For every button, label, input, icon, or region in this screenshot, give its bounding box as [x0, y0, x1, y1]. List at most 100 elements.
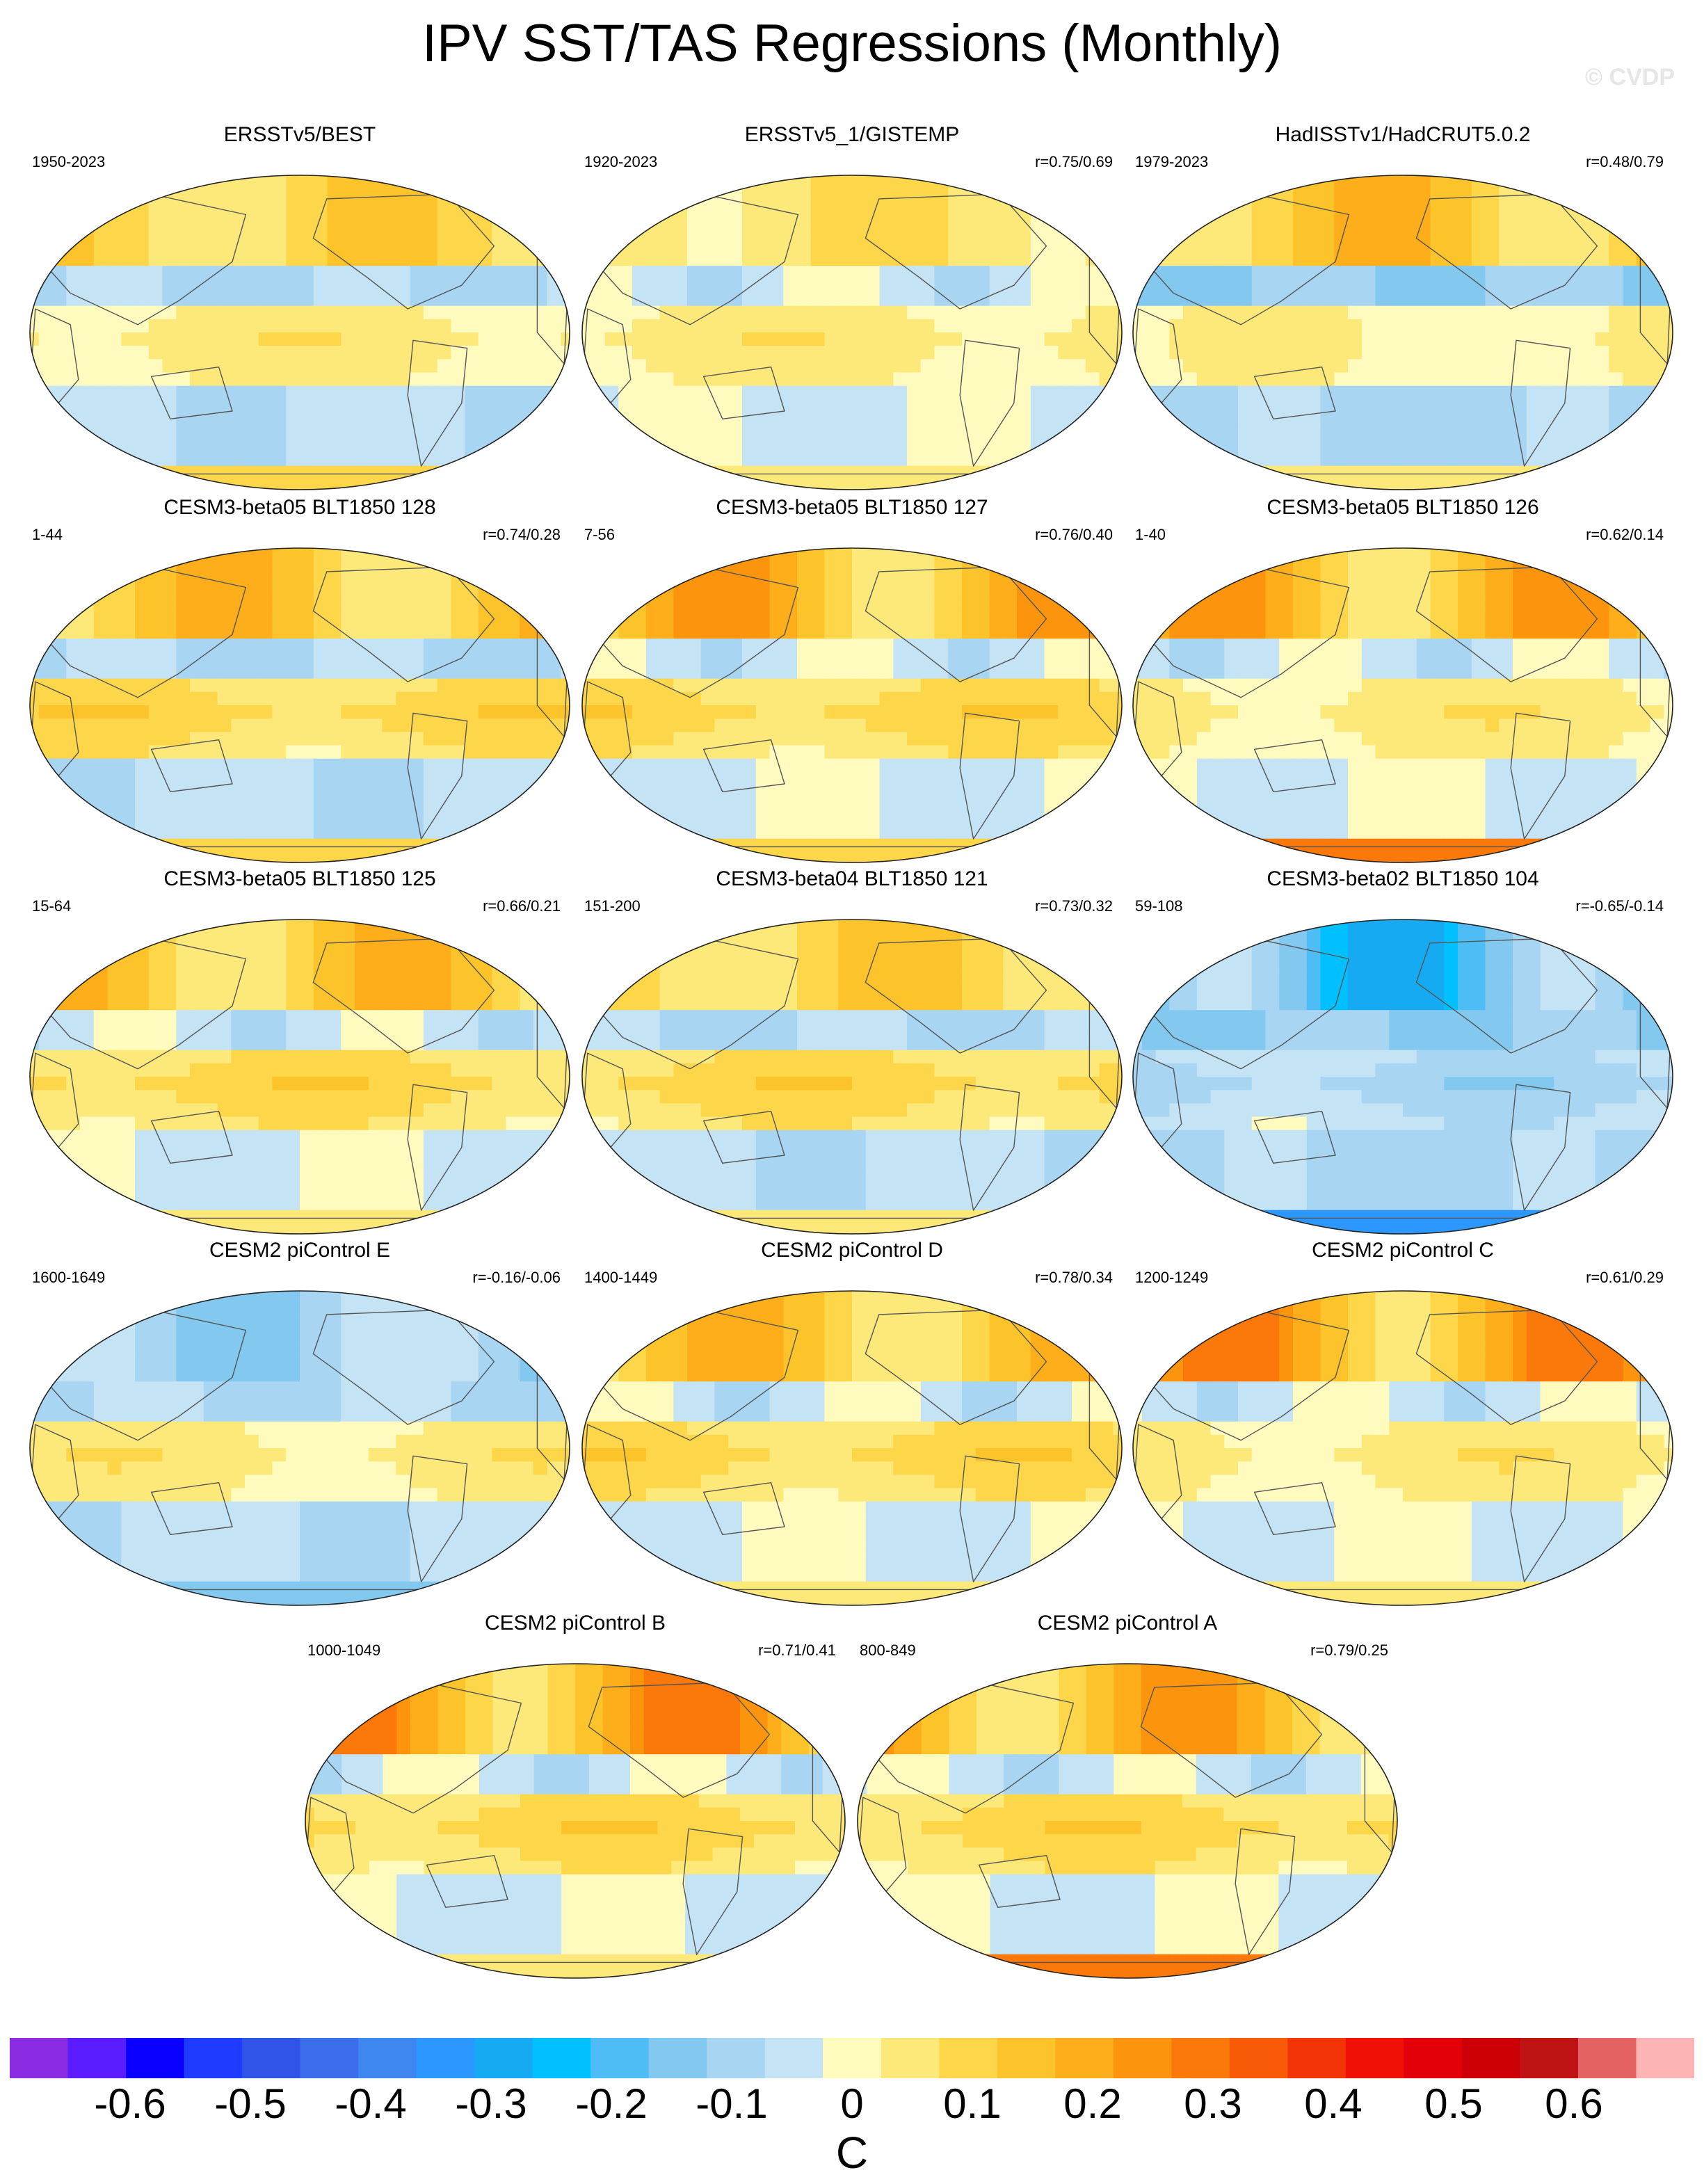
map-cell: [1526, 186, 1541, 200]
map-cell: [286, 279, 300, 294]
map-cell: [396, 812, 410, 826]
map-cell: [1099, 426, 1114, 440]
map-cell: [478, 798, 493, 812]
map-cell: [190, 705, 204, 719]
map-cell: [1458, 225, 1472, 240]
map-cell: [66, 199, 81, 214]
map-cell: [1183, 385, 1198, 400]
map-cell: [1169, 385, 1184, 400]
map-cell: [838, 585, 853, 600]
map-cell: [478, 332, 493, 346]
map-cell: [824, 548, 839, 559]
map-cell: [604, 732, 619, 746]
map-cell: [1581, 412, 1596, 426]
map-cell: [272, 598, 287, 613]
map-cell: [1554, 332, 1568, 346]
map-cell: [396, 372, 410, 387]
map-cell: [148, 548, 163, 559]
map-cell: [231, 732, 246, 746]
map-cell: [962, 239, 976, 253]
map-cell: [176, 212, 191, 227]
map-cell: [824, 678, 839, 693]
map-cell: [1471, 426, 1486, 440]
map-cell: [341, 426, 355, 440]
map-cell: [286, 585, 300, 600]
map-cell: [838, 439, 853, 453]
map-cell: [478, 266, 493, 280]
map-cell: [162, 798, 177, 812]
map-cell: [582, 665, 592, 680]
map-cell: [1030, 758, 1045, 773]
map-cell: [948, 718, 963, 732]
map-cell: [1155, 266, 1170, 280]
map-cell: [190, 665, 204, 680]
map-cell: [1375, 212, 1390, 227]
map-cell: [1003, 359, 1018, 374]
map-cell: [714, 426, 729, 440]
map-cell: [1030, 718, 1045, 732]
map-cell: [258, 691, 273, 706]
map-cell: [742, 559, 757, 572]
map-cell: [1609, 252, 1623, 266]
map-cell: [437, 175, 451, 186]
map-cell: [300, 665, 314, 680]
map-cell: [121, 479, 136, 490]
map-cell: [852, 399, 867, 413]
map-cell: [1348, 385, 1363, 400]
map-cell: [245, 812, 259, 826]
map-cell: [38, 399, 54, 413]
map-cell: [618, 691, 633, 706]
map-cell: [30, 266, 40, 280]
map-cell: [107, 359, 122, 374]
map-cell: [714, 732, 729, 746]
map-cell: [1485, 452, 1500, 467]
map-cell: [673, 678, 688, 693]
map-cell: [590, 175, 606, 186]
map-cell: [190, 292, 204, 307]
map-cell: [1238, 399, 1253, 413]
map-cell: [478, 212, 493, 227]
map-cell: [1030, 292, 1045, 307]
map-cell: [396, 771, 410, 786]
map-cell: [382, 798, 396, 812]
map-cell: [934, 825, 949, 840]
map-cell: [1030, 479, 1045, 490]
map-cell: [1238, 239, 1253, 253]
map-cell: [478, 838, 493, 853]
map-cell: [1017, 745, 1031, 760]
map-cell: [590, 718, 606, 732]
map-cell: [797, 652, 812, 666]
map-cell: [121, 771, 136, 786]
map-cell: [1196, 225, 1212, 240]
map-cell: [755, 732, 771, 746]
map-cell: [1099, 239, 1114, 253]
map-cell: [1003, 705, 1018, 719]
map-cell: [659, 825, 674, 840]
map-cell: [1251, 359, 1267, 374]
map-cell: [1416, 186, 1431, 200]
map-cell: [1320, 292, 1335, 307]
map-cell: [632, 186, 647, 200]
map-cell: [80, 212, 95, 227]
map-cell: [865, 212, 881, 227]
map-cell: [1650, 186, 1664, 200]
map-cell: [148, 199, 163, 214]
map-cell: [203, 439, 218, 453]
map-cell: [492, 279, 506, 294]
map-cell: [920, 838, 935, 853]
map-cell: [1003, 585, 1018, 600]
map-cell: [520, 639, 534, 652]
map-cell: [1044, 239, 1059, 253]
map-cell: [1279, 239, 1294, 253]
map-cell: [121, 758, 136, 773]
map-cell: [728, 825, 743, 840]
map-cell: [382, 239, 396, 253]
map-cell: [231, 225, 246, 240]
map-cell: [1210, 279, 1225, 294]
map-cell: [1444, 266, 1458, 280]
map-cell: [368, 838, 383, 853]
map-cell: [1293, 479, 1308, 490]
map-cell: [368, 266, 383, 280]
map-cell: [533, 625, 548, 639]
map-cell: [604, 652, 619, 666]
